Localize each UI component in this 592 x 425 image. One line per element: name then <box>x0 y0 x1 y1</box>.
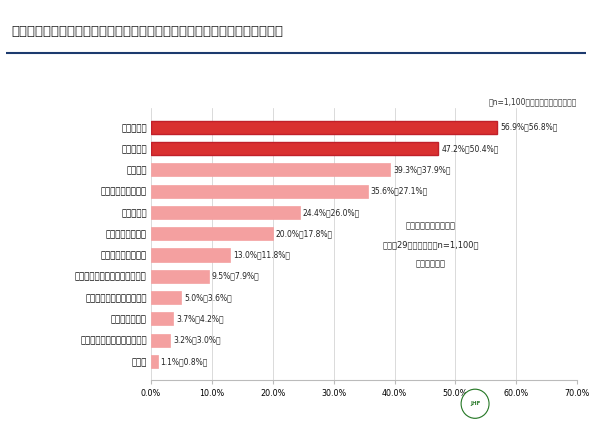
Text: 5.0%（3.6%）: 5.0%（3.6%） <box>185 293 232 302</box>
Text: 47.2%（50.4%）: 47.2%（50.4%） <box>442 144 499 153</box>
Bar <box>151 355 157 368</box>
Text: 35.6%（27.1%）: 35.6%（27.1%） <box>371 187 428 196</box>
Bar <box>151 334 170 347</box>
Bar <box>151 163 390 176</box>
Text: 56.9%（56.8%）: 56.9%（56.8%） <box>500 123 558 132</box>
Bar <box>151 121 497 134</box>
Text: ［平成29年４月公表；n=1,100］: ［平成29年４月公表；n=1,100］ <box>382 240 479 249</box>
Text: ５．「住宅事業者選び」で重視するポイントは？（調査対象：一般消費者）: ５．「住宅事業者選び」で重視するポイントは？（調査対象：一般消費者） <box>12 26 284 38</box>
Text: 3.2%（3.0%）: 3.2%（3.0%） <box>173 336 221 345</box>
Text: 住宅金融支援機構: 住宅金融支援機構 <box>485 397 529 406</box>
Text: 1.1%（0.8%）: 1.1%（0.8%） <box>160 357 208 366</box>
Ellipse shape <box>461 389 489 418</box>
Bar <box>151 312 173 326</box>
Text: 地」、「デザイン」、「住宅の価格や手数料」が続いた。: 地」、「デザイン」、「住宅の価格や手数料」が続いた。 <box>15 89 144 98</box>
Bar <box>151 142 438 155</box>
Text: 9.5%（7.9%）: 9.5%（7.9%） <box>212 272 260 281</box>
Ellipse shape <box>462 391 488 417</box>
Text: （　　）内は前回調査: （ ）内は前回調査 <box>406 221 456 230</box>
Text: （n=1,100　複数回答・３つまで）: （n=1,100 複数回答・３つまで） <box>489 97 577 106</box>
Text: の回答構成比: の回答構成比 <box>416 260 446 269</box>
Bar <box>151 206 300 219</box>
Bar <box>151 291 181 304</box>
Text: 13.0%（11.8%）: 13.0%（11.8%） <box>233 250 290 260</box>
Text: 24.4%（26.0%）: 24.4%（26.0%） <box>303 208 360 217</box>
Bar <box>151 184 368 198</box>
Bar <box>151 227 273 240</box>
Text: 39.3%（37.9%）: 39.3%（37.9%） <box>393 165 451 174</box>
Bar <box>151 270 209 283</box>
Text: 一般消費者が住宅事業者選びで重視するポイントについては、前回調査と同じく「建物の性能」が最も多く、「住宅の立: 一般消費者が住宅事業者選びで重視するポイントについては、前回調査と同じく「建物の… <box>15 68 285 78</box>
Text: Japan Housing Finance Agency: Japan Housing Finance Agency <box>485 415 582 420</box>
Text: 3.7%（4.2%）: 3.7%（4.2%） <box>176 314 224 323</box>
Bar <box>151 249 230 262</box>
Text: 20.0%（17.8%）: 20.0%（17.8%） <box>276 229 333 238</box>
Text: JHF: JHF <box>470 401 480 406</box>
